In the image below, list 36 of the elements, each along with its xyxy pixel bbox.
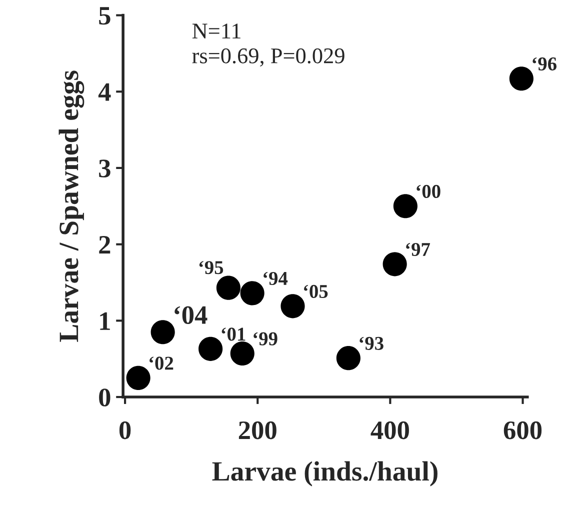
annotation: ‘05 <box>304 284 328 298</box>
x-tick-label: 600 <box>504 421 542 440</box>
y-tick-label: 5 <box>99 7 110 25</box>
annotation: ‘95 <box>199 261 224 274</box>
point <box>382 252 407 276</box>
annotation: ‘97 <box>406 242 430 256</box>
annotation: ‘01 <box>222 328 246 341</box>
annotation: rs=0.69, P=0.029 <box>192 48 344 67</box>
y-axis-title: Larvae / Spawned eggs <box>58 70 84 342</box>
annotation: ‘99 <box>254 332 278 346</box>
point <box>126 366 150 390</box>
annotation: ‘96 <box>532 57 557 70</box>
point <box>150 320 175 344</box>
annotation: ‘94 <box>264 272 288 286</box>
point <box>216 276 240 300</box>
annotation: ‘02 <box>150 356 174 370</box>
point <box>230 341 254 366</box>
y-tick-label: 1 <box>100 312 110 330</box>
y-tick-label: 0 <box>99 388 110 406</box>
annotation: ‘00 <box>416 184 440 198</box>
point <box>393 194 418 218</box>
point <box>198 336 223 361</box>
annotation: ‘93 <box>360 336 384 350</box>
x-tick-label: 0 <box>119 421 131 440</box>
y-tick-label: 3 <box>99 160 110 178</box>
x-axis-title: Larvae (inds./haul) <box>212 461 438 486</box>
point <box>240 281 264 306</box>
point <box>509 66 534 91</box>
y-tick-label: 4 <box>98 83 111 101</box>
annotation: ‘04 <box>174 306 208 324</box>
point <box>336 346 360 370</box>
point <box>280 294 305 318</box>
x-tick-label: 400 <box>370 421 409 440</box>
y-tick-label: 2 <box>99 236 110 254</box>
annotation: N=11 <box>192 24 240 38</box>
x-tick-label: 200 <box>238 421 276 440</box>
